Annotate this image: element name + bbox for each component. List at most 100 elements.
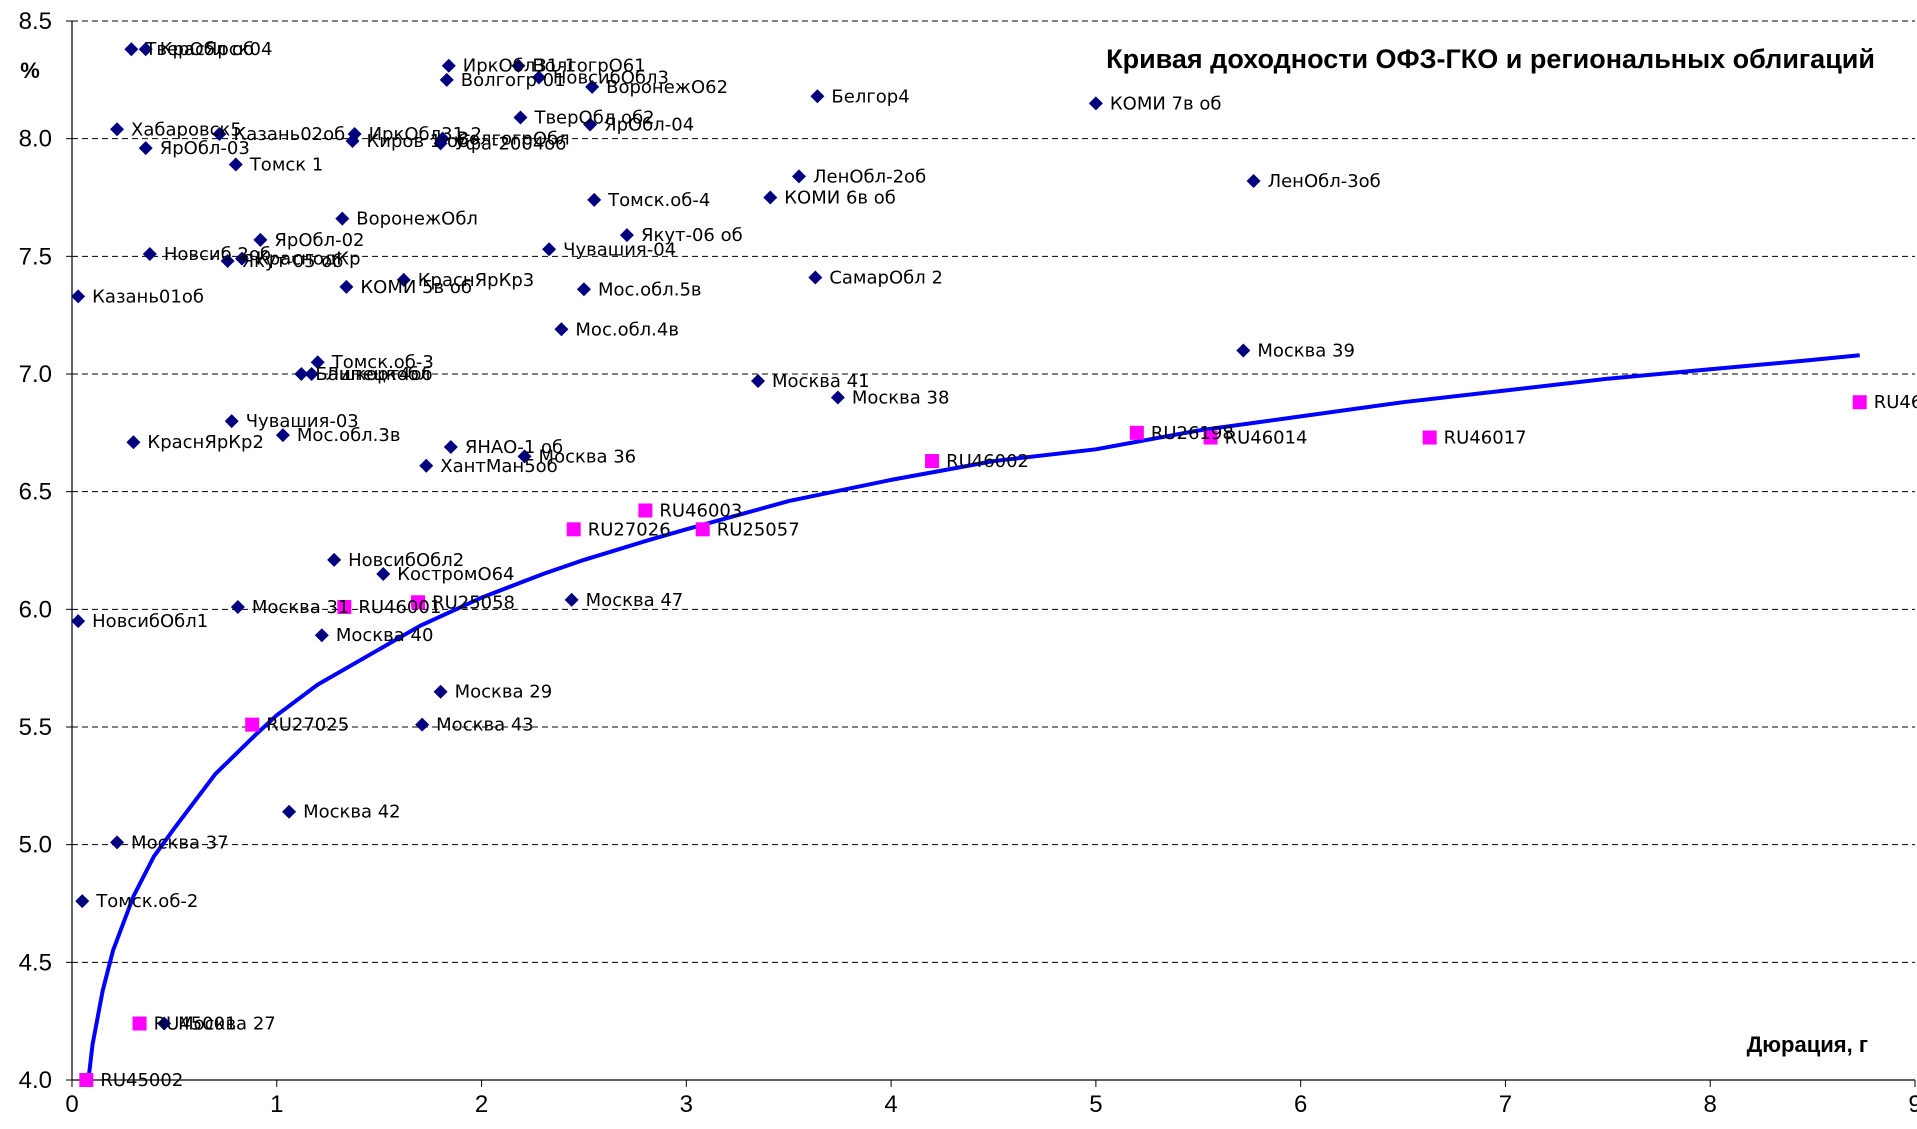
y-tick-label: 4.0 <box>19 1067 52 1094</box>
ofz-bond-point <box>245 717 260 732</box>
point-label: RU46003 <box>659 500 742 521</box>
regional-bond-point <box>396 272 411 287</box>
regional-bond-point <box>564 592 579 607</box>
regional-bond-point <box>542 242 557 257</box>
point-label: Москва 38 <box>852 388 950 409</box>
point-label: Липецкобл <box>326 364 431 385</box>
regional-bond-point <box>253 232 268 247</box>
regional-bond-point <box>433 136 448 151</box>
point-label: Москва 47 <box>586 590 684 611</box>
regional-bond-point <box>71 289 86 304</box>
point-label: ЯрОбл-02 <box>274 230 364 251</box>
ofz-bond-point <box>1852 395 1867 410</box>
point-label: Москва 43 <box>436 715 534 736</box>
point-label: ИркОбл31-2 <box>369 124 482 145</box>
point-label: Москва 42 <box>303 802 401 823</box>
point-label: Башкорт4об <box>315 364 432 385</box>
point-label: RU27026 <box>588 519 671 540</box>
regional-bond-point <box>1088 96 1103 111</box>
y-tick-label: 8.5 <box>19 8 52 35</box>
regional-bond-point <box>294 367 309 381</box>
regional-bond-point <box>275 428 290 443</box>
point-label: RU46014 <box>1225 428 1308 449</box>
regional-bond-point <box>763 190 778 205</box>
regional-bond-point <box>110 835 125 850</box>
point-label: Якут-06 об <box>641 225 743 246</box>
point-label: ЯрОбл-04 <box>604 115 694 136</box>
point-label: Новсиб 2об <box>164 244 271 265</box>
y-tick-label: 7.5 <box>19 243 52 270</box>
point-label: КраснЯрКр3 <box>418 270 535 291</box>
chart-title: Кривая доходности ОФЗ-ГКО и региональных… <box>1106 44 1875 74</box>
regional-bond-point <box>157 1016 172 1031</box>
y-tick-label: 4.5 <box>19 949 52 976</box>
regional-bond-point <box>554 322 569 337</box>
point-label: Казань02об <box>233 124 345 145</box>
point-label: Москва 41 <box>772 371 870 392</box>
point-label: ХантМан5об <box>440 456 558 477</box>
point-label: RU27025 <box>266 715 349 736</box>
regional-bond-point <box>433 684 448 699</box>
point-label: Чувашия-03 <box>246 411 359 432</box>
point-label: КрасЯрск04 <box>160 39 273 60</box>
point-label: ВолгогрОбл <box>457 129 570 150</box>
regional-bond-point <box>220 254 235 269</box>
axes: 4.0 4.5 5.0 5.5 6.0 6.5 7.0 7.5 8.0 8.5 0 1 2 3 4 5 6 7 8 9 <box>19 8 1917 1118</box>
ofz-bond-point <box>566 522 581 537</box>
regional-bond-point <box>517 449 532 464</box>
point-label: Москва 31 <box>252 597 350 618</box>
point-label: Киров 1 об <box>367 131 470 152</box>
x-tick-label: 4 <box>884 1091 897 1118</box>
regional-bond-point <box>234 251 249 266</box>
point-label: Москва 40 <box>336 625 434 646</box>
ofz-bond-point <box>411 595 426 610</box>
regional-bond-point <box>751 374 766 389</box>
regional-bond-point <box>228 157 243 172</box>
x-tick-label: 1 <box>270 1091 283 1118</box>
point-label: КостромО64 <box>397 564 514 585</box>
point-label: КраснодКр <box>256 249 361 270</box>
regional-bond-point <box>126 435 141 450</box>
point-label: RU46001 <box>358 597 441 618</box>
ofz-bond-point <box>1203 430 1218 445</box>
point-label: RU46002 <box>946 451 1029 472</box>
point-label: НовсибОбл2 <box>348 550 464 571</box>
gridlines <box>72 20 1915 963</box>
regional-bond-point <box>808 270 823 285</box>
point-label: ВоронежО62 <box>606 77 728 98</box>
point-label: Москва 29 <box>455 682 553 703</box>
point-label: Волгогр 01 <box>461 70 566 91</box>
y-tick-label: 6.5 <box>19 479 52 506</box>
regional-bond-point <box>443 439 458 454</box>
y-tick-label: 5.5 <box>19 714 52 741</box>
point-label: НовсибОбл3 <box>553 67 669 88</box>
regional-bond-point <box>335 211 350 226</box>
point-label: Томск.об-4 <box>607 190 710 211</box>
point-label: Чувашия-04 <box>563 239 676 260</box>
regional-bond-point <box>327 552 342 567</box>
point-label: Томск.об-3 <box>331 352 434 373</box>
regional-bond-point <box>531 70 546 85</box>
yield-curve-line <box>86 353 1860 1081</box>
x-tick-label: 8 <box>1704 1091 1717 1118</box>
regional-bond-point <box>304 367 319 381</box>
regional-bond-point <box>282 804 297 819</box>
regional-bond-point <box>124 42 139 57</box>
ofz-bond-point <box>1422 430 1437 445</box>
regional-bond-point <box>345 134 360 149</box>
regional-bond-point <box>810 89 825 104</box>
regional-bond-point <box>230 599 245 614</box>
point-label: КраснЯрКр2 <box>147 432 264 453</box>
point-label: КОМИ 5в об <box>360 277 472 298</box>
regional-bond-point <box>339 279 354 294</box>
regional-bond-point <box>576 282 591 297</box>
ofz-bond-point <box>695 522 710 537</box>
regional-bond-point <box>830 390 845 405</box>
point-label: НовсибОбл1 <box>92 611 208 632</box>
x-tick-label: 5 <box>1089 1091 1102 1118</box>
point-label: Москва 39 <box>1257 340 1355 361</box>
x-tick-label: 7 <box>1499 1091 1512 1118</box>
